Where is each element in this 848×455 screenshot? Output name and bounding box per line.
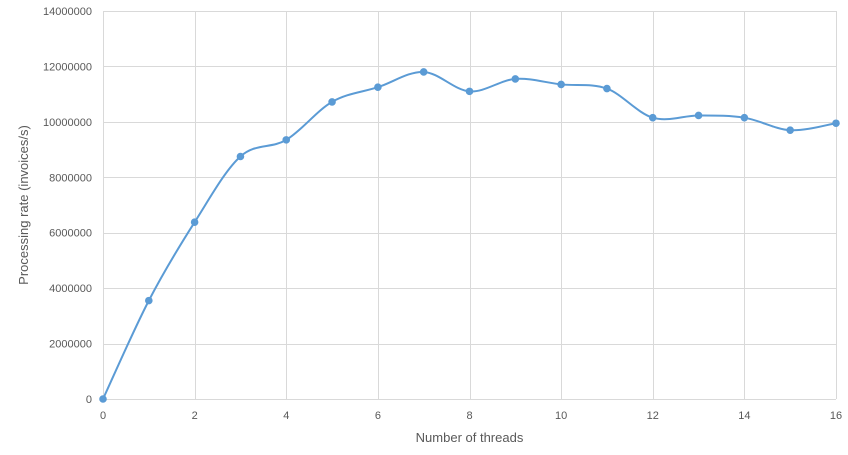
data-point <box>694 111 703 120</box>
y-tick-label: 4000000 <box>49 283 92 295</box>
x-tick-labels: 0 2 4 6 8 10 12 14 16 <box>100 410 842 422</box>
data-point <box>832 119 840 128</box>
data-point <box>99 395 107 403</box>
x-tick-label: 16 <box>830 410 842 422</box>
y-tick-label: 6000000 <box>49 228 92 240</box>
x-tick-label: 0 <box>100 410 106 422</box>
data-point <box>145 296 153 305</box>
y-tick-label: 14000000 <box>43 6 92 18</box>
y-gridlines <box>103 11 836 400</box>
x-gridlines <box>103 11 837 399</box>
x-tick-label: 2 <box>192 410 198 422</box>
data-point <box>236 152 245 161</box>
x-tick-label: 8 <box>466 410 472 422</box>
y-tick-label: 8000000 <box>49 172 92 184</box>
y-tick-label: 12000000 <box>43 61 92 73</box>
x-tick-label: 6 <box>375 410 381 422</box>
data-point <box>648 113 657 122</box>
y-tick-labels: 0 2000000 4000000 6000000 8000000 10000000 120… <box>43 6 92 406</box>
data-point <box>511 75 520 83</box>
y-tick-label: 10000000 <box>43 117 92 129</box>
data-point <box>465 87 474 96</box>
data-point <box>557 80 565 89</box>
data-point <box>328 98 336 106</box>
data-point <box>282 136 291 144</box>
y-tick-label: 0 <box>86 394 92 406</box>
data-point <box>190 218 199 226</box>
data-point <box>374 83 382 92</box>
x-tick-label: 4 <box>283 410 289 422</box>
data-point <box>419 68 428 76</box>
data-point <box>740 113 749 122</box>
x-tick-label: 14 <box>738 410 750 422</box>
series-layer <box>99 68 840 403</box>
x-axis-title: Number of threads <box>416 430 524 445</box>
x-tick-label: 12 <box>647 410 659 422</box>
y-tick-label: 2000000 <box>49 339 92 351</box>
series-line <box>102 70 837 400</box>
data-point <box>786 126 794 134</box>
x-tick-label: 10 <box>555 410 567 422</box>
data-point <box>603 84 611 93</box>
y-axis-title: Processing rate (invoices/s) <box>16 125 31 285</box>
